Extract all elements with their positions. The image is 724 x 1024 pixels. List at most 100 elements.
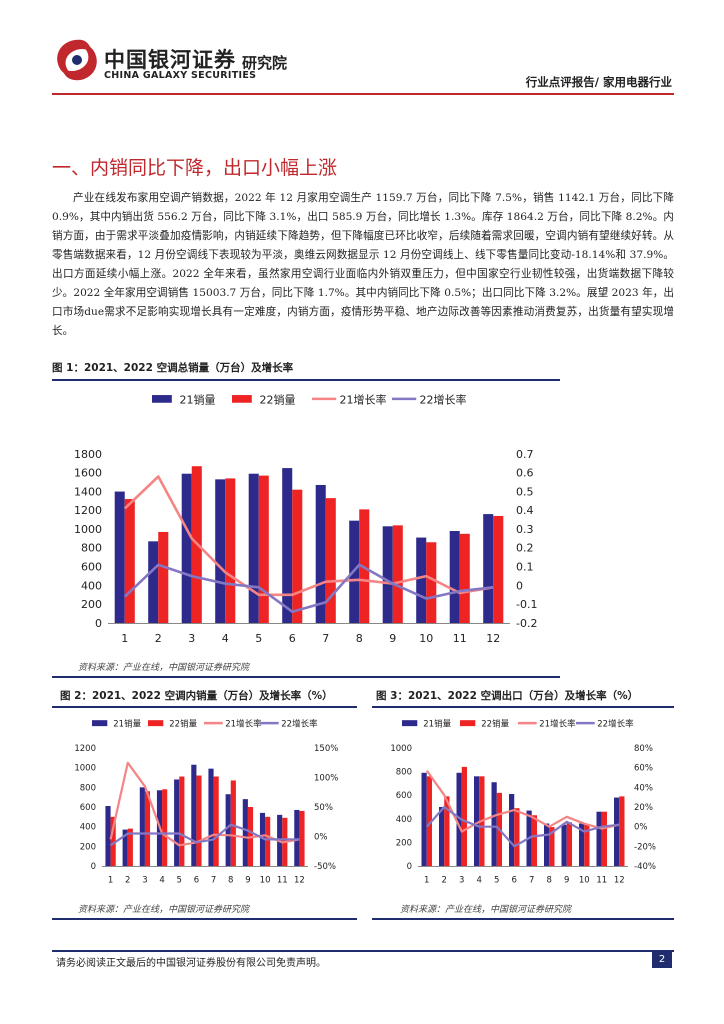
x-tick-label: 9: [564, 876, 569, 886]
page-number: 2: [652, 952, 672, 968]
y-tick-right: -20%: [634, 842, 656, 852]
legend-label: 22增长率: [420, 392, 467, 406]
bar: [493, 515, 504, 623]
y-tick-right: 150%: [314, 744, 338, 754]
x-tick-label: 12: [294, 876, 305, 886]
x-tick-label: 12: [614, 876, 625, 886]
chart-total-sales: 21销量 22销量 21增长率 22增长率 0 200 400 600 800 1000 1200 1…: [74, 392, 537, 645]
y-tick-left: 600: [81, 561, 102, 574]
bar: [579, 823, 585, 866]
figure-2-title: 图 2：2021、2022 空调内销量（万台）及增长率（%）: [60, 690, 333, 702]
x-tick-label: 4: [159, 876, 164, 886]
y-tick-left: 0: [407, 862, 412, 872]
bar: [181, 473, 192, 623]
bar: [127, 828, 133, 866]
brand-name-en: CHINA GALAXY SECURITIES: [104, 70, 257, 81]
legend-label: 22销量: [260, 392, 296, 406]
x-tick-label: 5: [494, 876, 499, 886]
bar: [474, 776, 480, 866]
y-tick-right: -0.2: [516, 617, 537, 630]
y-tick-right: 0.7: [516, 448, 534, 461]
x-tick-label: 11: [596, 876, 607, 886]
bar: [258, 475, 269, 623]
x-tick-label: 2: [442, 876, 447, 886]
bar: [426, 542, 437, 623]
x-tick-label: 4: [222, 632, 229, 645]
series-line: [123, 475, 494, 597]
y-tick-right: 80%: [634, 744, 653, 754]
bar: [491, 782, 497, 866]
legend-label: 21增长率: [539, 719, 576, 730]
bar: [444, 796, 450, 866]
x-tick-label: 10: [419, 632, 433, 645]
x-tick-label: 5: [177, 876, 182, 886]
series-line: [109, 761, 300, 847]
legend-swatch: [232, 395, 252, 403]
legend-swatch: [402, 720, 418, 727]
x-tick-label: 7: [211, 876, 216, 886]
bar: [162, 789, 168, 866]
y-tick-right: 0.2: [516, 542, 534, 555]
bar: [483, 514, 494, 623]
bar: [191, 764, 197, 866]
x-tick-label: 6: [194, 876, 199, 886]
series-line: [425, 769, 620, 833]
x-tick-label: 9: [389, 632, 396, 645]
x-tick-label: 3: [188, 632, 195, 645]
bar: [596, 811, 602, 866]
y-tick-left: 1800: [74, 448, 102, 461]
bar: [144, 791, 151, 866]
bar: [158, 531, 169, 623]
legend-label: 22销量: [481, 719, 509, 730]
bar: [299, 810, 305, 866]
legend-label: 22增长率: [597, 719, 634, 730]
legend-label: 21销量: [180, 392, 216, 406]
y-tick-left: 1200: [74, 504, 102, 517]
y-tick-left: 800: [80, 783, 96, 793]
figure-3-rule: [372, 706, 674, 708]
figure-1-bottom-rule: [52, 676, 560, 678]
bar: [242, 799, 248, 866]
bar: [584, 824, 590, 866]
bar: [282, 468, 293, 623]
x-tick-label: 11: [277, 876, 288, 886]
x-tick-label: 8: [228, 876, 233, 886]
y-tick-right: -50%: [314, 862, 336, 872]
bar: [196, 775, 202, 866]
x-tick-label: 10: [260, 876, 271, 886]
bar: [215, 479, 226, 623]
y-tick-left: 400: [81, 579, 102, 592]
figure-2-bottom-rule: [52, 918, 357, 920]
x-tick-label: 4: [477, 876, 482, 886]
chart-export-sales: 21销量 22销量 21增长率 22增长率 0 200 400 600 800 1000 -40% -…: [390, 719, 656, 886]
bar: [225, 794, 231, 866]
bar: [179, 776, 185, 866]
bar: [248, 473, 259, 623]
chart-domestic-sales: 21销量 22销量 21增长率 22增长率 0 200 400 600 800 1000 1200 -…: [74, 719, 338, 886]
y-tick-right: 0.3: [516, 523, 534, 536]
bar: [439, 807, 445, 866]
legend-label: 22增长率: [281, 719, 318, 730]
legend-swatch: [152, 395, 172, 403]
y-tick-left: 600: [396, 791, 412, 801]
y-tick-left: 400: [396, 815, 412, 825]
y-tick-right: 0.4: [516, 504, 534, 517]
x-tick-label: 11: [453, 632, 467, 645]
header-divider: [52, 93, 674, 95]
legend-label: 21增长率: [340, 392, 387, 406]
x-tick-label: 6: [512, 876, 517, 886]
legend-label: 21销量: [423, 719, 451, 730]
x-tick-label: 12: [486, 632, 500, 645]
bar: [230, 780, 236, 866]
bar: [315, 484, 326, 623]
x-tick-label: 2: [155, 632, 162, 645]
x-tick-label: 9: [245, 876, 250, 886]
series-line: [109, 823, 300, 847]
bar: [114, 491, 125, 623]
y-tick-right: 0.1: [516, 561, 534, 574]
x-tick-label: 1: [108, 876, 113, 886]
figure-1-rule: [52, 379, 560, 381]
series-line: [123, 563, 494, 613]
x-tick-label: 1: [121, 632, 128, 645]
figure-1-title: 图 1：2021、2022 空调总销量（万台）及增长率: [52, 362, 294, 374]
